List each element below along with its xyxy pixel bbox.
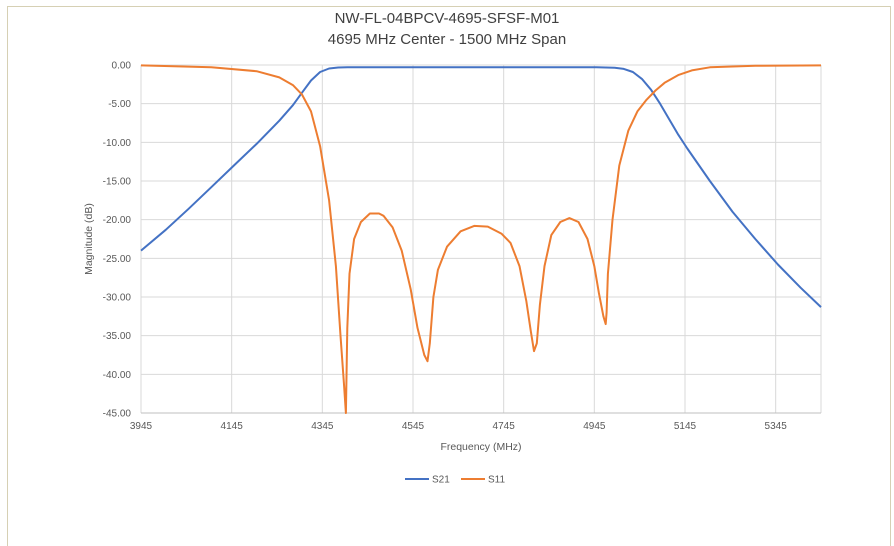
x-tick-label: 5145 [674,421,697,432]
y-tick-label: -10.00 [103,138,132,149]
legend-label-s11: S11 [488,475,505,486]
y-tick-label: -25.00 [103,254,132,265]
y-axis-label: Magnitude (dB) [83,203,95,275]
y-axis-ticks: 0.00 -5.00 -10.00 -15.00 -20.00 -25.00 -30.00 -… [103,61,132,420]
x-tick-label: 4945 [583,421,606,432]
legend-label-s21: S21 [432,475,450,486]
series-line-s11 [140,64,822,414]
series-line-s21 [140,66,822,308]
x-tick-label: 3945 [130,421,153,432]
chart-title: NW-FL-04BPCV-4695-SFSF-M01 [334,10,560,27]
y-tick-label: -45.00 [103,409,132,420]
x-tick-label: 4545 [402,421,425,432]
x-axis-label: Frequency (MHz) [440,441,521,453]
x-tick-label: 4345 [311,421,334,432]
y-tick-label: -40.00 [103,370,132,381]
grid-lines [140,64,822,414]
y-tick-label: -5.00 [108,99,131,110]
y-tick-label: -15.00 [103,177,132,188]
x-axis-ticks: 3945 4145 4345 4545 4745 4945 5145 5345 [130,421,787,432]
chart-frame [7,6,891,546]
y-tick-label: 0.00 [112,61,132,72]
y-tick-label: -20.00 [103,215,132,226]
y-tick-label: -30.00 [103,293,132,304]
y-tick-label: -35.00 [103,331,132,342]
x-tick-label: 4745 [493,421,516,432]
chart-subtitle: 4695 MHz Center - 1500 MHz Span [327,31,567,48]
x-tick-label: 4145 [221,421,244,432]
series-lines [140,64,822,414]
legend: S21 S11 [405,475,505,486]
x-tick-label: 5345 [765,421,788,432]
